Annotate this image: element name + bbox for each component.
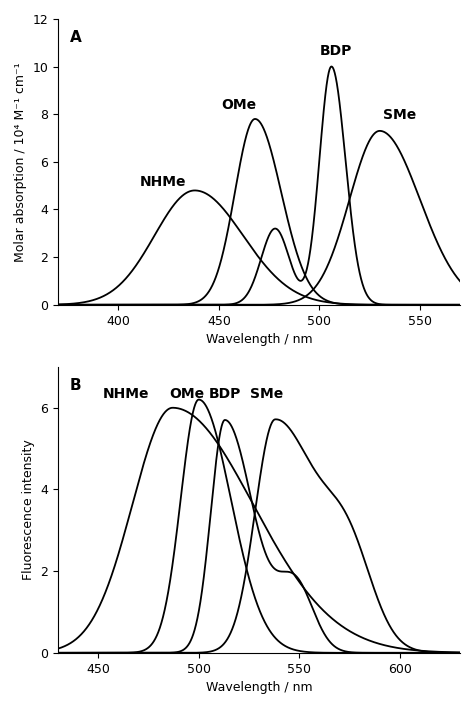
Text: OMe: OMe xyxy=(169,387,204,401)
Text: B: B xyxy=(70,378,82,394)
Text: SMe: SMe xyxy=(383,108,417,122)
Y-axis label: Fluorescence intensity: Fluorescence intensity xyxy=(22,440,35,581)
Text: A: A xyxy=(70,30,82,45)
X-axis label: Wavelength / nm: Wavelength / nm xyxy=(206,681,312,694)
Text: OMe: OMe xyxy=(221,98,256,113)
Y-axis label: Molar absorption / 10⁴ M⁻¹ cm⁻¹: Molar absorption / 10⁴ M⁻¹ cm⁻¹ xyxy=(14,62,27,262)
Text: BDP: BDP xyxy=(209,387,241,401)
Text: BDP: BDP xyxy=(319,44,352,57)
Text: NHMe: NHMe xyxy=(139,175,186,188)
Text: SMe: SMe xyxy=(250,387,284,401)
X-axis label: Wavelength / nm: Wavelength / nm xyxy=(206,333,312,346)
Text: NHMe: NHMe xyxy=(103,387,150,401)
